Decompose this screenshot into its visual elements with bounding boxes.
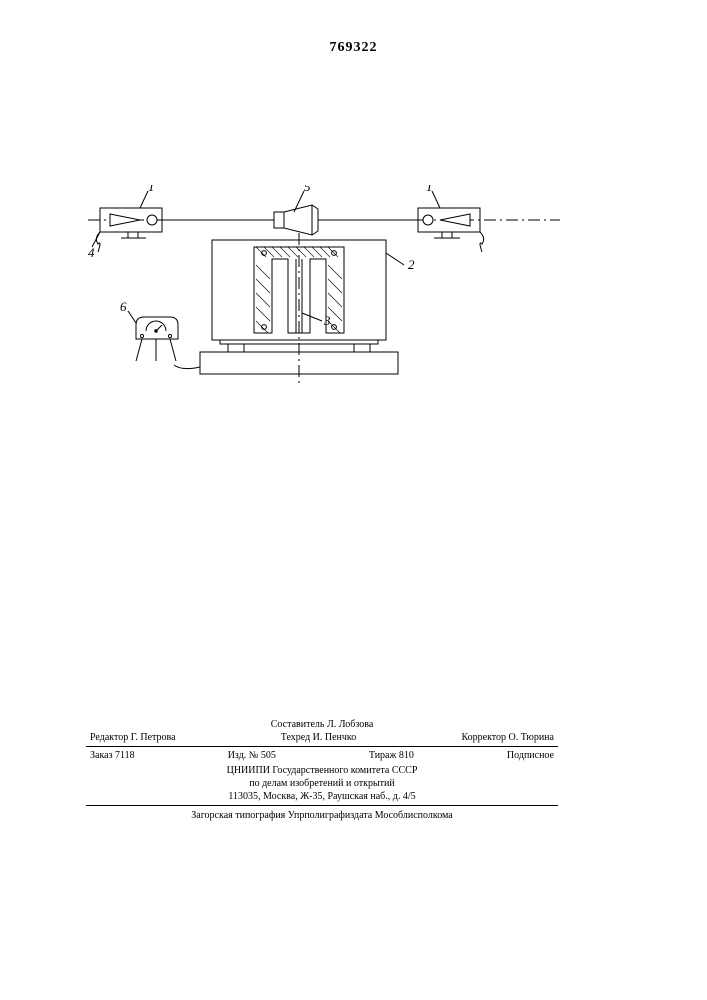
publication-footer: Составитель Л. Лобзова Редактор Г. Петро… (86, 718, 558, 822)
edition-number: Изд. № 505 (228, 749, 276, 762)
figure-label-4: 4 (88, 245, 95, 260)
figure-label-6: 6 (120, 299, 127, 314)
technician: Техред И. Пенчко (281, 731, 357, 744)
order-number: Заказ 7118 (90, 749, 135, 762)
institution-line2: по делам изобретений и открытий (86, 777, 558, 790)
circulation: Тираж 810 (369, 749, 414, 762)
corrector: Корректор О. Тюрина (461, 731, 554, 744)
institution-line1: ЦНИИПИ Государственного комитета СССР (86, 764, 558, 777)
patent-number: 769322 (330, 40, 378, 56)
figure-label-2: 2 (408, 257, 415, 272)
editor: Редактор Г. Петрова (90, 731, 176, 744)
figure-label-5: 5 (304, 185, 311, 194)
figure-label-1-right: 1 (426, 185, 433, 194)
printer-line: Загорская типография Упрполиграфиздата М… (86, 809, 558, 822)
figure-label-1-left: 1 (148, 185, 155, 194)
figure-label-3: 3 (323, 313, 331, 328)
institution-address: 113035, Москва, Ж-35, Раушская наб., д. … (86, 790, 558, 803)
compiler-line: Составитель Л. Лобзова (86, 718, 558, 731)
subscription: Подписное (507, 749, 554, 762)
patent-figure: 1 5 1 4 2 3 6 (88, 185, 560, 410)
